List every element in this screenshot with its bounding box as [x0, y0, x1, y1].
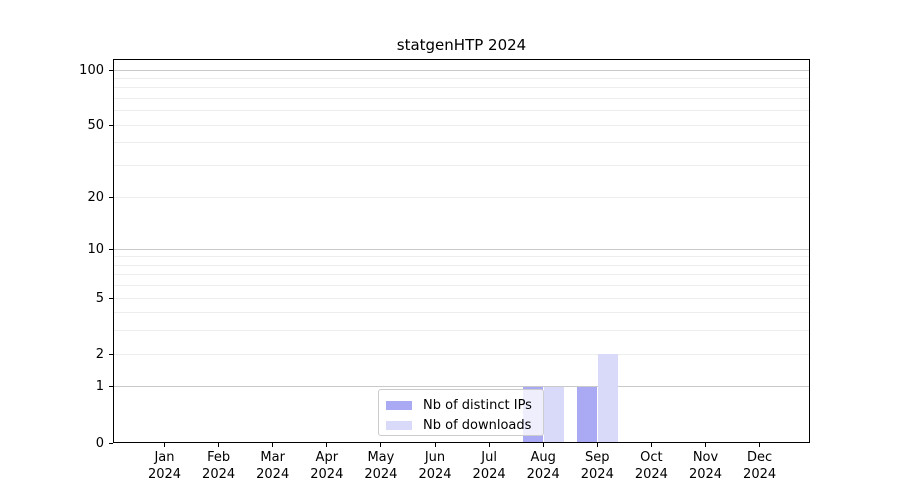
x-tick [488, 443, 490, 447]
x-tick-label-may: May 2024 [364, 450, 398, 482]
y-tick-label: 0 [95, 435, 104, 451]
x-tick-label-jan: Jan 2024 [147, 450, 182, 482]
y-tick-label: 2 [95, 346, 104, 362]
legend-swatch-distinct-ips [386, 400, 412, 410]
bar-downloads-aug [543, 387, 564, 443]
y-tick-label: 50 [87, 117, 104, 133]
y-tick [109, 297, 113, 299]
x-tick-label-feb: Feb 2024 [202, 450, 236, 482]
y-tick-label: 1 [95, 379, 104, 395]
legend-label-downloads: Nb of downloads [423, 417, 532, 433]
x-tick-label-nov: Nov 2024 [688, 450, 723, 482]
y-tick [109, 124, 113, 126]
x-tick-label-jun: Jun 2024 [418, 450, 452, 482]
y-tick [109, 248, 113, 250]
plot-area [113, 59, 810, 443]
minor-gridline [113, 110, 810, 112]
y-tick-label: 20 [87, 189, 104, 205]
x-tick-label-apr: Apr 2024 [310, 450, 344, 482]
y-tick [109, 69, 113, 71]
minor-gridline [113, 297, 810, 299]
minor-gridline [113, 87, 810, 89]
y-tick-label: 10 [87, 241, 104, 257]
x-tick-label-mar: Mar 2024 [256, 450, 290, 482]
minor-gridline [113, 165, 810, 167]
major-gridline [113, 248, 810, 250]
major-gridline [113, 69, 810, 71]
y-tick [109, 386, 113, 388]
x-tick [326, 443, 328, 447]
minor-gridline [113, 353, 810, 355]
x-tick [705, 443, 706, 447]
minor-gridline [113, 285, 810, 287]
legend-swatch-downloads [386, 420, 412, 430]
major-gridline [113, 386, 810, 388]
minor-gridline [113, 196, 810, 198]
minor-gridline [113, 312, 810, 314]
y-tick-label: 5 [95, 290, 104, 306]
legend-label-distinct-ips: Nb of distinct IPs [423, 397, 532, 413]
y-tick [109, 442, 113, 444]
x-tick-label-jul: Jul 2024 [472, 450, 506, 482]
minor-gridline [113, 264, 810, 266]
x-tick [380, 443, 382, 447]
y-tick [109, 196, 113, 198]
x-tick [218, 443, 220, 447]
minor-gridline [113, 274, 810, 276]
x-tick [272, 443, 274, 447]
x-tick [164, 443, 165, 447]
minor-gridline [113, 124, 810, 126]
minor-gridline [113, 142, 810, 144]
y-tick [109, 353, 113, 355]
x-tick [596, 443, 598, 447]
x-tick [759, 443, 761, 447]
bar-distinct-ips-sep [576, 387, 597, 443]
legend: Nb of distinct IPs Nb of downloads [378, 389, 544, 436]
x-tick [650, 443, 652, 447]
x-tick-label-oct: Oct 2024 [634, 450, 668, 482]
x-tick [542, 443, 544, 447]
x-tick-label-dec: Dec 2024 [743, 450, 777, 482]
chart-title: statgenHTP 2024 [396, 36, 527, 54]
minor-gridline [113, 256, 810, 258]
minor-gridline [113, 330, 810, 332]
minor-gridline [113, 78, 810, 80]
x-tick [434, 443, 436, 447]
y-tick-label: 100 [79, 62, 104, 78]
x-tick-label-sep: Sep 2024 [580, 450, 614, 482]
minor-gridline [113, 98, 810, 100]
legend-item-downloads: Nb of downloads [379, 415, 543, 435]
x-tick-label-aug: Aug 2024 [526, 450, 560, 482]
bar-downloads-sep [597, 354, 618, 443]
legend-item-distinct-ips: Nb of distinct IPs [379, 395, 543, 415]
